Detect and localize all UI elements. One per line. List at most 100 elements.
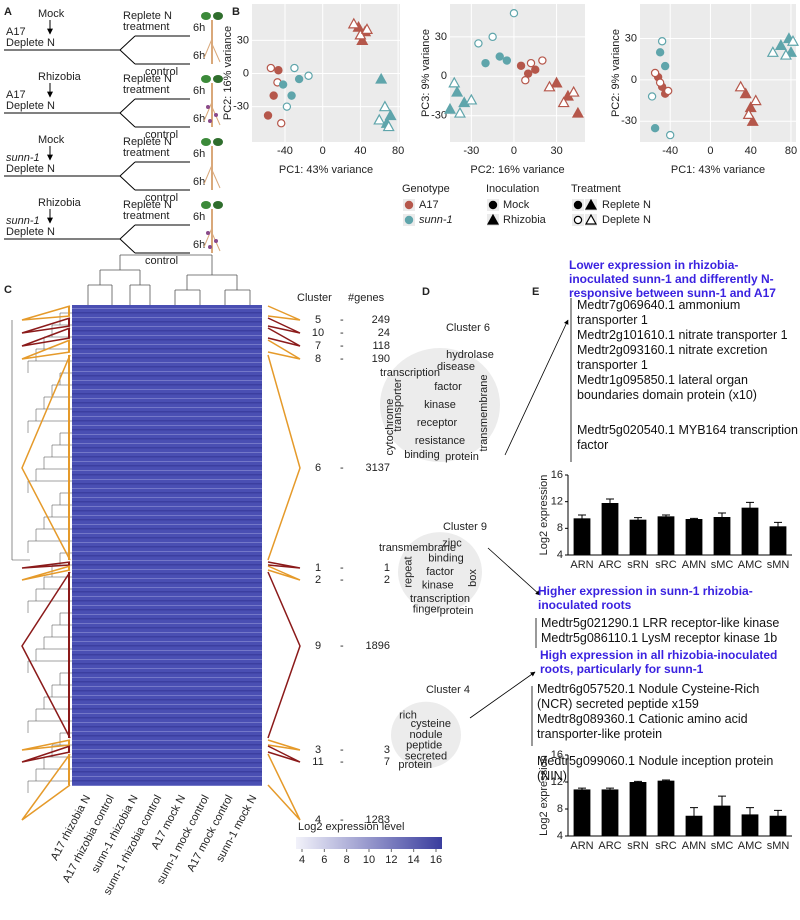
point <box>488 32 497 42</box>
cluster-separator: - <box>340 562 344 574</box>
point <box>373 113 386 125</box>
connector <box>119 49 136 65</box>
replete-label: Replete N <box>123 136 172 148</box>
cloud-texture <box>391 701 461 769</box>
cloud-word: protein <box>398 759 432 771</box>
cloud-word: repeat <box>402 556 414 587</box>
error-bar <box>774 809 782 822</box>
bar <box>685 815 703 836</box>
cluster-genes: 24 <box>378 327 390 339</box>
error-bar <box>662 514 670 519</box>
cloud-word: transcription <box>410 593 470 605</box>
legend-symbol <box>573 215 583 225</box>
point <box>448 76 461 88</box>
x-tick-label: 40 <box>745 145 757 157</box>
point <box>474 39 483 48</box>
cluster-bracket <box>267 753 301 821</box>
connector <box>119 161 136 177</box>
cloud-word: rich <box>399 710 417 722</box>
point <box>274 66 283 75</box>
cloud-title: Cluster 6 <box>446 322 490 334</box>
cluster-id: 1 <box>315 562 321 574</box>
point <box>278 80 288 89</box>
cloud-word: cysteine <box>411 718 451 730</box>
connector <box>211 43 221 63</box>
cloud-word: kinase <box>424 399 456 411</box>
cluster-separator: - <box>340 814 344 826</box>
cluster-id: 6 <box>315 462 321 474</box>
connector <box>469 671 536 719</box>
deplete-label: Deplete N <box>6 37 55 49</box>
control-label: control <box>145 129 178 141</box>
inoculation-label: Rhizobia <box>38 197 82 209</box>
y-axis-label: Log2 expression <box>538 475 550 556</box>
point <box>495 52 504 61</box>
x-tick-label: 80 <box>785 145 797 157</box>
inoculation-label: Rhizobia <box>38 71 82 83</box>
point <box>786 35 800 46</box>
gene-list: Medtr7g069640.1 ammonium transporter 1 Me… <box>577 298 799 453</box>
gene-entry: Medtr6g057520.1 Nodule Cysteine-Rich (NC… <box>537 682 760 711</box>
finding-heading: Higher expression in sunn-1 rhizobia-ino… <box>538 584 753 612</box>
deplete-label: Deplete N <box>6 100 55 112</box>
connector <box>119 112 136 128</box>
cluster-genes: 1283 <box>366 814 390 826</box>
cloud-word: transcription <box>380 367 440 379</box>
y-tick-label: 30 <box>625 32 637 44</box>
y-tick-label: 8 <box>557 803 563 815</box>
gene-list: Medtr6g057520.1 Nodule Cysteine-Rich (NC… <box>537 682 795 784</box>
point <box>294 74 304 84</box>
y-tick-label: -30 <box>431 110 447 122</box>
cluster-id: 4 <box>315 814 321 826</box>
cluster-genes: 7 <box>384 756 390 768</box>
cloud-word: kinase <box>422 579 454 591</box>
point <box>521 76 530 85</box>
y-tick-label: -30 <box>621 115 637 127</box>
gene-entry: Medtr2g101610.1 nitrate transporter 1 <box>577 328 788 342</box>
cluster-genes: 1 <box>384 562 390 574</box>
point <box>465 93 478 105</box>
y-tick-label: 12 <box>551 496 563 508</box>
colorbar-tick-label: 8 <box>344 854 350 866</box>
cluster-separator: - <box>340 314 344 326</box>
cluster-bracket <box>21 339 71 360</box>
point <box>269 91 278 100</box>
x-tick-label: AMC <box>738 840 763 852</box>
point <box>384 109 397 121</box>
error-bar <box>662 779 670 782</box>
x-axis-label: PC2: 16% variance <box>470 164 564 176</box>
time-label: 6h <box>193 211 205 223</box>
legend-symbol <box>486 213 500 225</box>
x-tick-label: 40 <box>354 145 366 157</box>
plot-background <box>640 4 796 142</box>
error-bar <box>690 517 698 521</box>
bar <box>769 815 787 836</box>
x-tick-label: 0 <box>511 145 517 157</box>
cluster-bracket <box>267 565 301 581</box>
y-tick-label: 4 <box>557 549 563 561</box>
cluster-genes: 118 <box>372 340 390 352</box>
genotype-label: sunn-1 <box>6 152 40 164</box>
gene-entry: Medtr5g020540.1 MYB164 transcription fac… <box>577 423 798 452</box>
time-label: 6h <box>193 85 205 97</box>
point <box>660 61 670 71</box>
genes-header: #genes <box>348 292 385 304</box>
legend-symbol <box>404 200 414 210</box>
cluster-genes: 1896 <box>366 640 390 652</box>
nodule <box>214 239 218 243</box>
point <box>655 48 665 57</box>
y-tick-label: 30 <box>237 34 249 46</box>
point <box>375 72 388 84</box>
connector <box>119 98 136 114</box>
point <box>665 130 675 140</box>
colorbar-title: Log2 expression level <box>298 821 404 833</box>
cluster-bracket <box>267 305 301 321</box>
bar <box>741 814 759 836</box>
replete-label: Replete N <box>123 10 172 22</box>
nodule <box>208 119 212 123</box>
bar <box>741 507 759 555</box>
connector <box>203 227 213 248</box>
genotype-label: A17 <box>6 89 26 101</box>
cluster-bracket <box>267 354 301 561</box>
